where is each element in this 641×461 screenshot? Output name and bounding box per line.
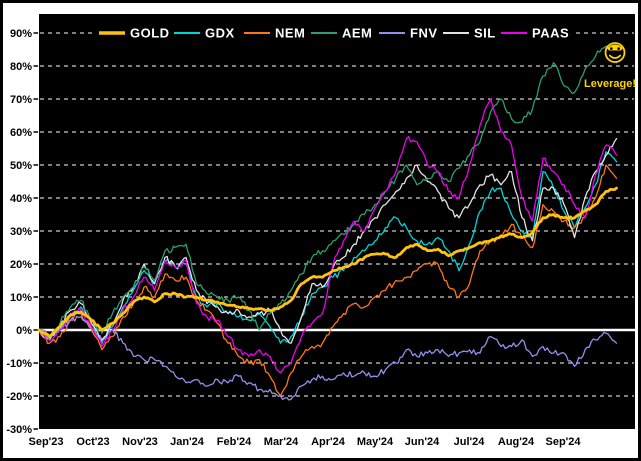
series-line-gdx	[38, 151, 618, 344]
y-tick-label-40: 40%	[10, 193, 32, 205]
x-axis-label-apr24: Apr'24	[311, 436, 346, 448]
legend-label-gold: GOLD	[130, 26, 170, 41]
y-tick-label-90: 90%	[10, 28, 32, 40]
smiley-icon-smile	[608, 54, 622, 59]
y-tick-label--10: -10%	[6, 358, 32, 370]
x-axis-label-oct23: Oct'23	[76, 436, 109, 448]
series-line-aem	[38, 45, 618, 339]
y-tick-label--30: -30%	[6, 424, 32, 436]
series-line-fnv	[38, 315, 618, 401]
y-tick-label-30: 30%	[10, 226, 32, 238]
legend-label-sil: SIL	[474, 26, 496, 41]
smiley-icon-right-eye	[617, 47, 620, 50]
series-line-paas	[38, 98, 618, 374]
x-axis-label-sep23: Sep'23	[28, 436, 63, 448]
leverage-label: Leverage!	[584, 78, 636, 90]
legend-label-nem: NEM	[275, 26, 305, 41]
y-tick-label-10: 10%	[10, 292, 32, 304]
x-axis-label-may24: May'24	[357, 436, 394, 448]
y-tick-label-20: 20%	[10, 259, 32, 271]
x-axis-label-jun24: Jun'24	[405, 436, 440, 448]
smiley-icon-left-eye	[610, 47, 613, 50]
legend-label-gdx: GDX	[205, 26, 235, 41]
y-tick-label-0: 0%	[16, 325, 32, 337]
x-axis-label-mar24: Mar'24	[264, 436, 299, 448]
y-tick-label-80: 80%	[10, 61, 32, 73]
series-line-gold	[37, 186, 618, 339]
legend-label-aem: AEM	[342, 26, 372, 41]
x-axis-label-aug24: Aug'24	[498, 436, 535, 448]
y-tick-label-70: 70%	[10, 94, 32, 106]
x-axis-label-jul24: Jul'24	[454, 436, 486, 448]
x-axis-label-nov23: Nov'23	[122, 436, 158, 448]
plot-area	[39, 14, 635, 429]
y-tick-label--20: -20%	[6, 391, 32, 403]
y-tick-label-60: 60%	[10, 127, 32, 139]
x-axis-label-sep24: Sep'24	[545, 436, 581, 448]
x-axis-label-feb24: Feb'24	[217, 436, 252, 448]
legend-label-fnv: FNV	[410, 26, 438, 41]
x-axis-label-jan24: Jan'24	[170, 436, 205, 448]
y-tick-label-50: 50%	[10, 160, 32, 172]
legend-label-paas: PAAS	[532, 26, 569, 41]
